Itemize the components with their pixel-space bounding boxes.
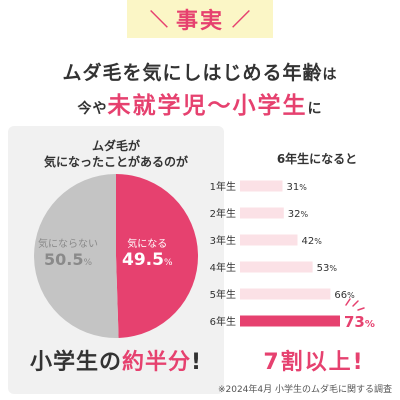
pie-conclusion-suffix: ! [190,350,203,375]
bar-value-unit: % [365,319,375,330]
bar-conclusion: 7割以上! [263,350,365,375]
bar-value-number: 31 [287,182,300,193]
pie-conclusion: 小学生の約半分! [8,344,224,376]
bar-value-number: 66 [334,290,347,301]
pie-slice-1 [34,174,119,338]
bar-category-label: 6年生 [210,315,236,328]
pie-label-yes-percent: % [163,258,173,268]
bar-value-unit: % [314,237,322,246]
headline-line-1-suffix: は [322,67,338,83]
bar-category-label: 5年生 [210,288,236,301]
bar-value-label: 53% [317,263,338,274]
pie-conclusion-prefix: 小学生の [29,350,122,375]
pie-label-yes: 気になる 49.5% [122,235,173,270]
bar-value-unit: % [299,183,307,192]
bar-value-label: 73% [344,313,375,331]
pie-title-line-1: ムダ毛が [91,139,140,153]
bar-4 [240,288,331,300]
bar-value-number: 32 [288,209,301,220]
pie-label-not-percent: % [83,258,93,268]
bar-category-label: 1年生 [210,180,236,193]
pie-label-yes-value: 49.5 [122,250,164,270]
slash-left-icon: ＼ [149,10,168,31]
bar-chart-title: 6年生になると [276,152,358,166]
bar-category-label: 2年生 [210,207,236,220]
bar-value-number: 53 [317,263,330,274]
footnote: ※2024年4月 小学生のムダ毛に関する調査 [217,385,392,395]
pie-conclusion-highlight: 約半分 [121,350,191,375]
fact-tag: ＼ 事実 ／ [127,0,273,38]
headline-line-1-text: ムダ毛を気にしはじめる年齢 [62,62,323,84]
bar-value-number: 42 [302,236,315,247]
bar-value-label: 32% [288,209,309,220]
bar-category-label: 3年生 [210,234,236,247]
headline-line-2-suffix: に [307,101,323,117]
bar-value-unit: % [347,291,355,300]
bar-value-unit: % [301,210,309,219]
pie-label-not-text: 気にならない [38,239,98,250]
bar-value-unit: % [329,264,337,273]
bar-2 [240,234,298,246]
fact-tag-label: 事実 [175,9,224,34]
pie-slice-0 [116,173,199,338]
pie-label-not-value: 50.5 [43,250,84,269]
bar-value-label: 42% [302,236,323,247]
headline-line-2: 今や未就学児〜小学生に [0,86,400,120]
bar-3 [240,261,313,273]
headline-line-2-prefix: 今や [77,101,108,117]
bar-category-label: 4年生 [210,261,236,274]
bar-5 [240,315,340,327]
sparkle-icon [345,298,365,311]
headline-line-2-highlight: 未就学児〜小学生 [107,93,308,119]
bar-value-number: 73 [344,313,365,331]
bar-1 [240,207,284,219]
bar-value-label: 31% [287,182,308,193]
pie-label-not: 気にならない 50.5% [38,235,98,269]
bar-0 [240,180,283,192]
pie-title: ムダ毛が 気になったことがあるのが [8,138,224,170]
slash-right-icon: ／ [232,10,250,31]
bar-value-label: 66% [334,290,355,301]
pie-title-line-2: 気になったことがあるのが [43,155,188,169]
headline-line-1: ムダ毛を気にしはじめる年齢は [0,58,400,85]
pie-label-yes-text: 気になる [127,239,168,250]
